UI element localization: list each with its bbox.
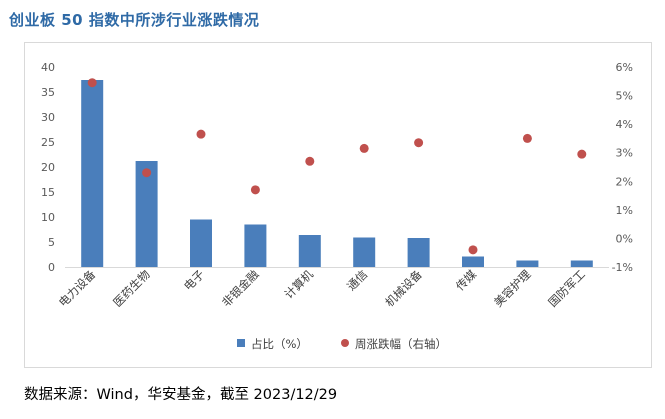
left-tick-label: 20 — [41, 161, 55, 174]
right-tick-label: 2% — [616, 175, 633, 188]
dot — [359, 143, 369, 153]
dot — [305, 156, 315, 166]
left-tick-label: 15 — [41, 186, 55, 199]
bar — [407, 238, 430, 267]
right-tick-label: -1% — [612, 261, 633, 274]
legend-bar-swatch — [237, 339, 245, 347]
category-label: 计算机 — [282, 267, 317, 302]
dot — [414, 138, 424, 148]
category-label: 医药生物 — [110, 267, 152, 309]
left-tick-label: 35 — [41, 86, 55, 99]
bar — [81, 80, 104, 267]
right-tick-label: 4% — [616, 118, 633, 131]
category-label: 电子 — [181, 267, 207, 293]
bar — [570, 260, 593, 267]
category-label: 国防军工 — [545, 267, 587, 309]
category-labels: 电力设备 医药生物 电子 非银金融 计算机 通信 机械设备 传媒 美容护理 国防军工 — [56, 267, 588, 310]
bar — [516, 260, 539, 267]
dot — [196, 129, 206, 139]
right-tick-label: 1% — [616, 204, 633, 217]
right-axis: -1% 0% 1% 2% 3% 4% 5% 6% — [612, 61, 633, 274]
bar — [190, 219, 212, 267]
dot — [250, 185, 260, 195]
right-tick-label: 6% — [616, 61, 633, 74]
left-axis: 0 5 10 15 20 25 30 35 40 — [41, 61, 55, 274]
data-source: 数据来源：Wind，华安基金，截至 2023/12/29 — [24, 387, 338, 403]
category-label: 机械设备 — [382, 267, 425, 310]
bar — [135, 161, 158, 267]
category-label: 非银金融 — [219, 267, 262, 310]
chart-title: 创业板 50 指数中所涉行业涨跌情况 — [9, 11, 260, 29]
dot — [142, 168, 152, 178]
dot — [87, 78, 97, 88]
dot — [468, 245, 478, 255]
dot-series — [87, 78, 587, 255]
legend-dot-swatch — [341, 339, 349, 347]
left-tick-label: 40 — [41, 61, 55, 74]
category-label: 电力设备 — [56, 267, 99, 310]
bar — [353, 237, 376, 267]
chart-frame: 0 5 10 15 20 25 30 35 40 -1% 0% 1% 2% 3% 4% 5% 6% 电力设备医… — [24, 42, 652, 368]
legend-bar-label: 占比（%） — [251, 337, 308, 351]
bar — [298, 235, 321, 267]
left-tick-label: 30 — [41, 111, 55, 124]
right-tick-label: 0% — [616, 232, 633, 245]
right-tick-label: 3% — [616, 147, 633, 160]
legend-dot-label: 周涨跌幅（右轴） — [355, 337, 447, 351]
category-label: 传媒 — [453, 267, 480, 294]
bar-series — [81, 80, 593, 267]
bar — [244, 224, 267, 267]
left-tick-label: 10 — [41, 211, 55, 224]
category-label: 美容护理 — [491, 267, 534, 310]
dot — [522, 133, 532, 143]
bar — [462, 256, 484, 267]
right-tick-label: 5% — [616, 90, 633, 103]
left-tick-label: 0 — [48, 261, 55, 274]
combo-chart: 0 5 10 15 20 25 30 35 40 -1% 0% 1% 2% 3% 4% 5% 6% 电力设备医… — [41, 61, 633, 351]
left-tick-label: 25 — [41, 136, 55, 149]
dot — [577, 149, 587, 159]
legend: 占比（%） 周涨跌幅（右轴） — [237, 337, 447, 351]
category-label: 通信 — [344, 267, 370, 293]
left-tick-label: 5 — [48, 236, 55, 249]
